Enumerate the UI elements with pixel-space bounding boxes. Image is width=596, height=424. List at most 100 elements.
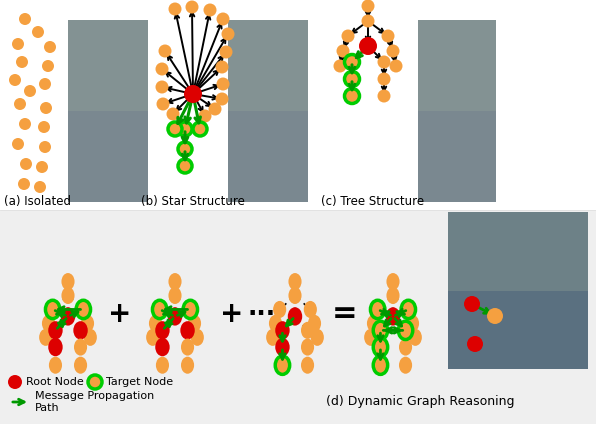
Circle shape xyxy=(184,85,202,103)
Ellipse shape xyxy=(49,357,62,374)
Ellipse shape xyxy=(371,300,385,318)
Ellipse shape xyxy=(288,307,302,326)
Circle shape xyxy=(337,45,349,58)
Text: +: + xyxy=(108,300,132,328)
Ellipse shape xyxy=(74,357,87,374)
Ellipse shape xyxy=(364,329,377,346)
Ellipse shape xyxy=(74,338,87,356)
Ellipse shape xyxy=(81,315,94,332)
Text: Target Node: Target Node xyxy=(106,377,173,387)
Circle shape xyxy=(216,78,229,90)
Circle shape xyxy=(12,38,24,50)
Ellipse shape xyxy=(406,315,419,332)
Circle shape xyxy=(168,122,182,136)
Ellipse shape xyxy=(401,300,415,318)
Circle shape xyxy=(219,45,232,59)
Ellipse shape xyxy=(188,315,201,332)
Ellipse shape xyxy=(275,321,290,340)
Text: ···: ··· xyxy=(248,302,276,326)
Circle shape xyxy=(216,92,228,106)
Bar xyxy=(68,20,148,202)
Bar xyxy=(68,20,148,111)
Ellipse shape xyxy=(399,357,412,374)
Circle shape xyxy=(19,13,31,25)
Text: (c) Tree Structure: (c) Tree Structure xyxy=(321,195,424,208)
Text: (a) Isolated: (a) Isolated xyxy=(4,195,70,208)
Circle shape xyxy=(390,59,402,73)
Circle shape xyxy=(9,74,21,86)
Circle shape xyxy=(467,336,483,352)
Circle shape xyxy=(159,45,172,58)
Ellipse shape xyxy=(155,321,170,340)
Bar xyxy=(228,20,308,202)
Ellipse shape xyxy=(42,315,55,332)
Circle shape xyxy=(34,181,46,193)
Ellipse shape xyxy=(181,357,194,374)
Circle shape xyxy=(203,3,216,17)
Circle shape xyxy=(24,85,36,97)
Circle shape xyxy=(20,158,32,170)
Circle shape xyxy=(156,62,169,75)
Ellipse shape xyxy=(39,329,52,346)
Circle shape xyxy=(342,30,355,42)
Ellipse shape xyxy=(301,357,314,374)
Circle shape xyxy=(185,0,198,14)
Ellipse shape xyxy=(367,315,380,332)
Ellipse shape xyxy=(288,287,302,304)
Circle shape xyxy=(334,59,346,73)
Circle shape xyxy=(169,3,182,16)
Ellipse shape xyxy=(373,321,387,340)
Circle shape xyxy=(344,89,359,103)
Bar xyxy=(448,212,588,369)
Ellipse shape xyxy=(168,307,182,326)
Circle shape xyxy=(178,159,192,173)
Bar xyxy=(418,20,496,111)
Ellipse shape xyxy=(399,338,412,356)
Ellipse shape xyxy=(155,338,170,356)
Ellipse shape xyxy=(386,307,401,326)
Circle shape xyxy=(359,37,377,55)
Bar xyxy=(0,210,596,424)
Circle shape xyxy=(8,375,22,389)
Circle shape xyxy=(222,28,234,41)
Ellipse shape xyxy=(191,329,204,346)
Circle shape xyxy=(362,14,374,28)
Circle shape xyxy=(381,30,395,42)
Ellipse shape xyxy=(301,322,314,339)
Circle shape xyxy=(198,109,212,123)
Ellipse shape xyxy=(311,329,324,346)
Ellipse shape xyxy=(304,301,317,318)
Text: (d) Dynamic Graph Reasoning: (d) Dynamic Graph Reasoning xyxy=(326,396,514,408)
Circle shape xyxy=(36,161,48,173)
Ellipse shape xyxy=(386,273,399,290)
Ellipse shape xyxy=(76,300,91,318)
Circle shape xyxy=(193,122,207,136)
Text: Root Node: Root Node xyxy=(26,377,84,387)
Ellipse shape xyxy=(269,315,282,332)
Bar xyxy=(228,20,308,111)
Circle shape xyxy=(156,81,169,94)
Ellipse shape xyxy=(266,329,280,346)
Circle shape xyxy=(166,108,179,120)
Circle shape xyxy=(16,56,28,68)
Text: Message Propagation
Path: Message Propagation Path xyxy=(35,391,154,413)
Circle shape xyxy=(362,0,374,12)
Ellipse shape xyxy=(48,338,63,356)
Circle shape xyxy=(487,308,503,324)
Circle shape xyxy=(42,60,54,72)
Circle shape xyxy=(386,45,399,58)
Ellipse shape xyxy=(275,356,290,374)
Circle shape xyxy=(377,73,390,86)
Circle shape xyxy=(216,61,228,73)
Ellipse shape xyxy=(373,338,387,356)
Circle shape xyxy=(12,138,24,150)
Ellipse shape xyxy=(181,338,194,356)
Circle shape xyxy=(216,12,229,25)
Circle shape xyxy=(14,98,26,110)
Ellipse shape xyxy=(61,307,75,326)
Ellipse shape xyxy=(301,338,314,356)
Circle shape xyxy=(209,103,222,115)
Ellipse shape xyxy=(273,301,286,318)
Ellipse shape xyxy=(409,329,422,346)
Circle shape xyxy=(44,41,56,53)
